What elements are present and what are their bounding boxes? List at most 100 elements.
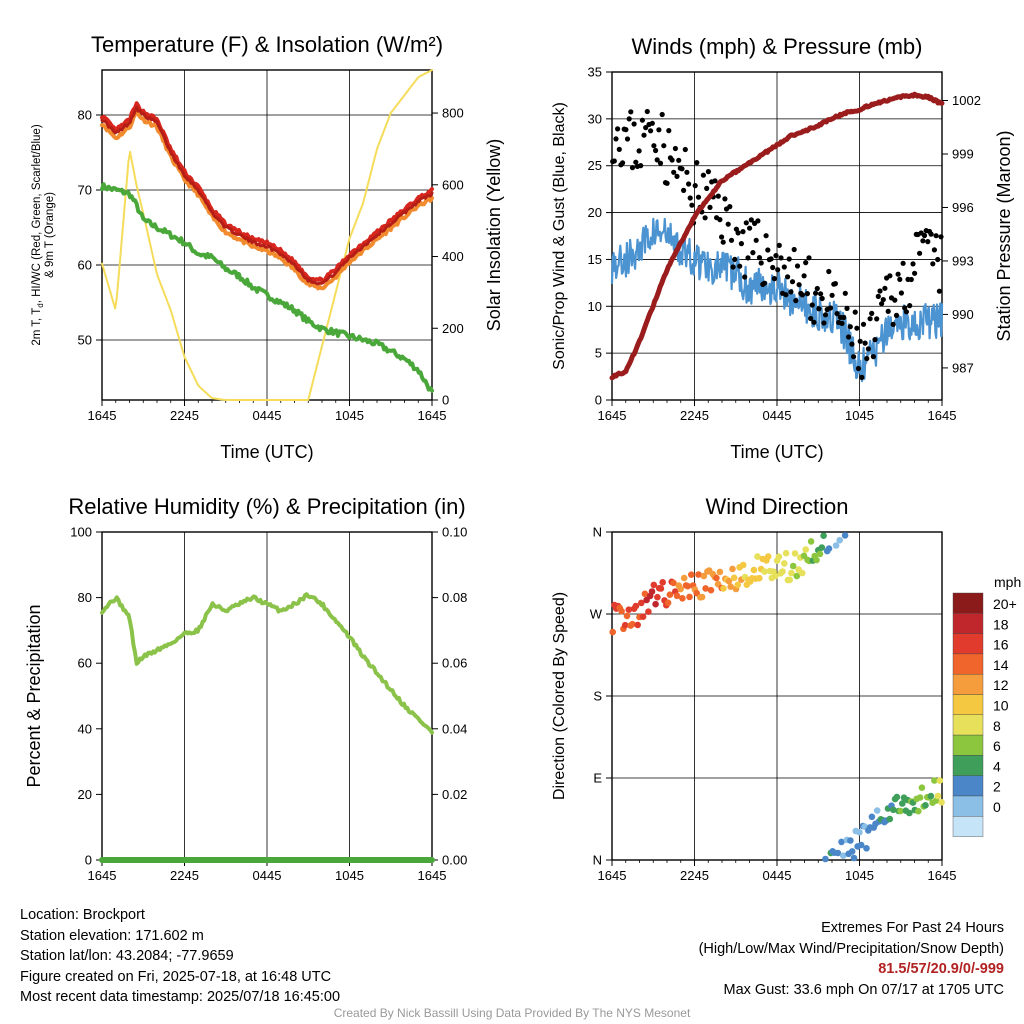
gust-point [806,255,812,261]
gust-point [791,246,797,253]
gust-point [925,239,931,245]
direction-point [786,576,793,584]
legend-swatch [952,755,984,776]
gust-point [776,242,782,248]
gust-point [730,264,736,270]
direction-point [654,593,661,601]
direction-point [848,848,856,855]
direction-point [650,581,658,589]
humidity-precipitation-panel: 1645 2245 0445 1045 1645020406080100Relative… [24,494,467,883]
direction-point [807,538,815,545]
legend-swatch [952,795,984,817]
legend-swatch [952,613,984,634]
direction-point [863,845,870,852]
direction-point [832,542,840,549]
gust-point [809,302,815,308]
gust-point [651,143,657,149]
y-tick-label: 35 [588,65,602,80]
y2-tick-label: 0.08 [442,590,467,605]
gust-point [624,136,631,142]
legend-swatch [952,694,984,715]
gust-point [794,263,801,269]
humidity-line [100,592,434,735]
y2-tick-label: 600 [442,177,464,192]
direction-point [680,574,688,582]
direction-point [791,550,799,557]
x-tick-label: 2245 [680,868,709,883]
gust-point [750,250,756,256]
heat-index-line [100,101,434,284]
x-tick-label: 2245 [170,408,199,423]
gust-point [880,297,886,303]
x-tick-label: 1045 [845,868,874,883]
y-tick-label: 20 [588,205,602,220]
extremes-info: Extremes For Past 24 Hours (High/Low/Max… [699,918,1004,1000]
direction-point [788,569,795,577]
y-tick-label: 80 [78,108,92,123]
y-tick-label: 80 [78,590,92,605]
y-tick-label: N [593,525,602,540]
direction-point [931,777,938,784]
gust-point [628,109,634,115]
gust-point [931,247,938,253]
chart-title: Relative Humidity (%) & Precipitation (i… [68,494,465,519]
y-tick-label: 60 [78,656,92,671]
figure-created: Figure created on Fri, 2025-07-18, at 16… [20,968,332,985]
gust-point [819,295,825,302]
direction-point [652,600,659,608]
gust-point [804,291,811,297]
gust-point [636,148,642,154]
direction-point [916,794,924,801]
direction-point [659,579,666,586]
legend-swatch [952,674,984,695]
direction-point [816,550,824,558]
gust-point [653,147,659,154]
gust-point [639,117,646,123]
gust-point [763,233,769,239]
gust-point [681,187,687,193]
gust-point [756,255,763,261]
temperature-line [100,105,434,286]
direction-point [698,593,706,601]
gust-point [935,256,941,263]
y-axis-label-subscript: d [36,303,45,307]
y-tick-label: 100 [70,525,92,540]
direction-point [707,586,715,594]
gust-point [867,316,873,322]
gust-point [738,241,745,247]
direction-point [618,607,625,615]
direction-point [725,577,733,585]
direction-point [750,566,758,574]
gust-point [611,158,617,164]
gust-point [855,365,862,372]
legend-swatch [952,653,984,675]
gust-point [669,157,675,163]
direction-point [927,792,935,800]
y2-tick-label: 0.06 [442,656,467,671]
gust-point [816,306,822,312]
direction-point [686,593,693,601]
recent-timestamp: Most recent data timestamp: 2025/07/18 1… [20,989,341,1005]
gust-point [761,280,768,286]
gust-point [626,116,632,122]
gust-point [712,178,718,184]
station-location: Location: Brockport [20,907,145,923]
direction-point [684,582,692,590]
gust-point [702,215,708,221]
y-tick-label: 70 [78,183,92,198]
direction-point [632,602,640,610]
gust-point [742,274,748,280]
y2-tick-label: 987 [952,360,974,375]
gust-point [783,292,789,298]
gust-point [689,202,695,208]
x-tick-label: 1045 [335,868,364,883]
gust-point [814,285,820,292]
y2-tick-label: 200 [442,321,464,336]
y2-tick-label: 0 [442,393,449,408]
legend-label: 14 [993,657,1009,673]
gust-point [727,204,733,210]
gust-point [869,310,875,316]
direction-point [825,545,833,552]
gust-point [781,264,787,270]
gust-point [930,261,936,267]
